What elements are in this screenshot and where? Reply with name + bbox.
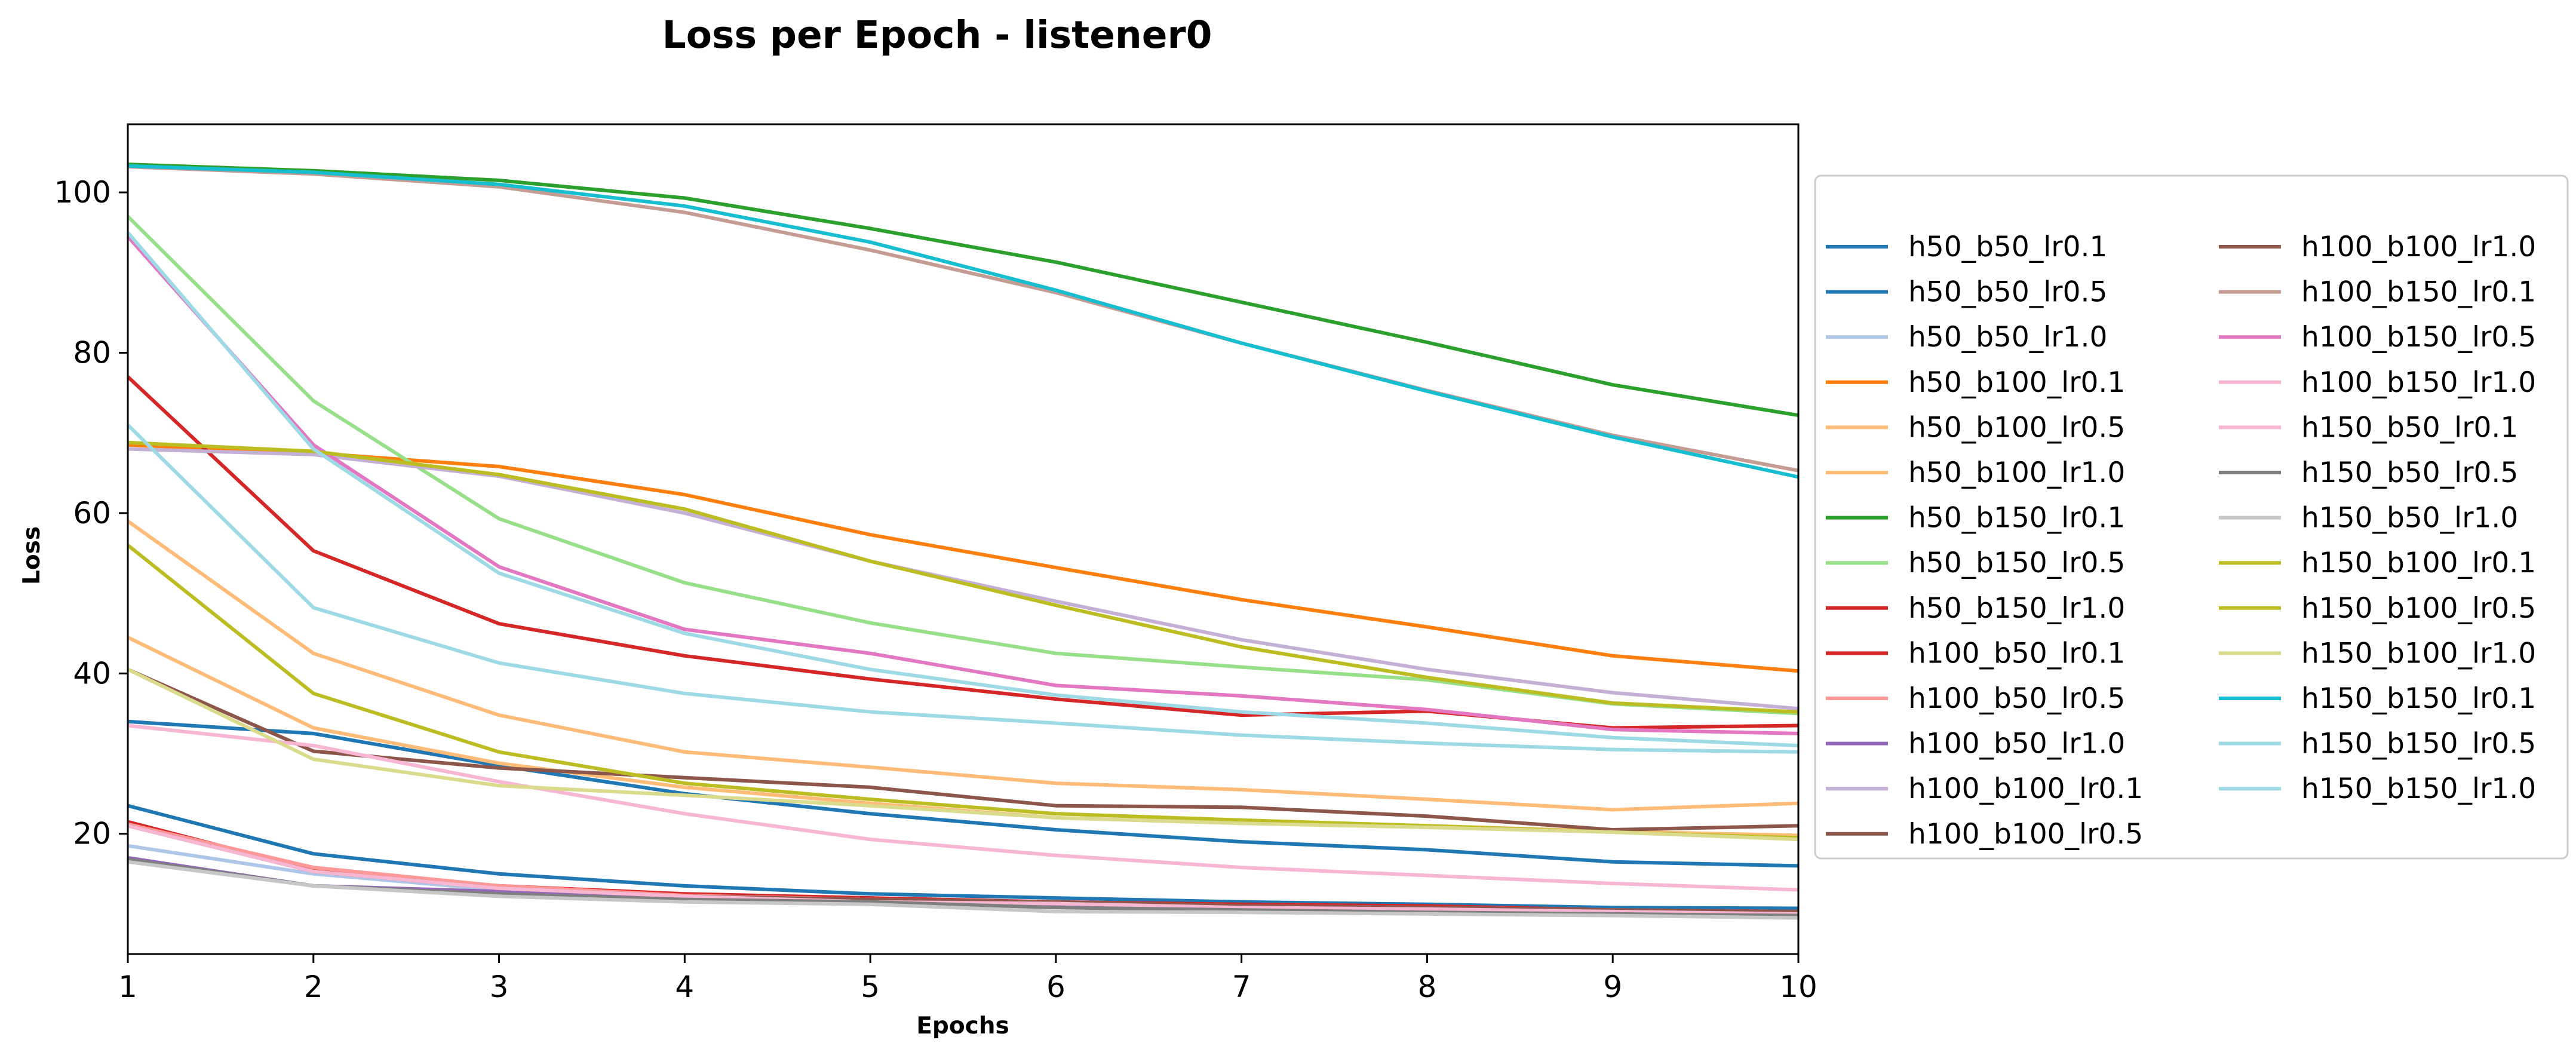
legend-item-label: h150_b100_lr1.0 [2301, 637, 2536, 670]
series-line-h150_b100_lr0.1 [127, 440, 1799, 714]
legend-item-label: h150_b50_lr0.5 [2301, 456, 2518, 489]
series-line-h100_b150_lr1.0 [127, 824, 1799, 916]
x-tick-label: 2 [304, 970, 323, 1004]
series-line-h150_b150_lr0.5 [126, 424, 1799, 754]
x-axis-label: Epochs [916, 1013, 1009, 1039]
series-line-h150_b150_lr1.0 [126, 231, 1799, 748]
series-line-h50_b150_lr1.0 [127, 820, 1799, 913]
legend-item-label: h150_b50_lr1.0 [2301, 502, 2518, 535]
legend-item-label: h150_b100_lr0.1 [2301, 547, 2536, 579]
y-tick-label: 60 [73, 496, 111, 530]
chart-title: Loss per Epoch - listener0 [662, 13, 1212, 57]
x-tick-label: 1 [118, 970, 137, 1004]
y-axis: 20 40 60 80 100 [54, 175, 128, 851]
series-line-h150_b100_lr1.0 [127, 667, 1799, 842]
x-tick-label: 3 [490, 970, 509, 1004]
legend-item-label: h50_b50_lr0.5 [1908, 276, 2107, 309]
series-line-h150_b100_lr0.5 [127, 544, 1799, 840]
series-line-h50_b50_lr0.1 [127, 719, 1799, 868]
series-line-h150_b50_lr1.0 [127, 860, 1799, 920]
legend-item-label: h100_b50_lr1.0 [1908, 728, 2125, 760]
x-tick-label: 10 [1779, 970, 1817, 1004]
legend-item-label: h150_b150_lr1.0 [2301, 772, 2536, 805]
legend-item-label: h50_b50_lr0.1 [1908, 231, 2107, 263]
series-line-h50_b150_lr0.1 [127, 162, 1799, 418]
legend-item-label: h50_b100_lr0.5 [1908, 411, 2125, 444]
legend-item-label: h100_b50_lr0.1 [1908, 637, 2125, 670]
legend-item-label: h100_b100_lr1.0 [2301, 231, 2536, 263]
x-tick-label: 7 [1232, 970, 1251, 1004]
legend-item-label: h50_b100_lr1.0 [1908, 456, 2125, 489]
legend-item-label: h100_b50_lr0.5 [1908, 682, 2125, 715]
legend-item-label: h100_b150_lr0.5 [2301, 321, 2536, 354]
x-tick-label: 6 [1046, 970, 1066, 1004]
legend-item-label: h100_b150_lr0.1 [2301, 276, 2536, 309]
x-tick-label: 5 [861, 970, 880, 1004]
legend-item-label: h150_b150_lr0.5 [2301, 728, 2536, 760]
legend-item-label: h50_b150_lr0.5 [1908, 547, 2125, 579]
legend: h50_b50_lr0.1h50_b50_lr0.5h50_b50_lr1.0h… [1814, 174, 2569, 860]
series-line-h100_b100_lr0.1 [127, 447, 1799, 711]
series-line-h100_b100_lr0.5 [127, 667, 1799, 832]
series-line-h100_b150_lr0.1 [127, 165, 1799, 473]
x-tick-label: 9 [1603, 970, 1622, 1004]
x-tick-label: 4 [675, 970, 694, 1004]
series-line-h50_b100_lr0.5 [127, 519, 1799, 812]
plot-area [126, 162, 1799, 920]
series-line-h100_b150_lr0.5 [126, 235, 1799, 735]
legend-item-label: h150_b150_lr0.1 [2301, 682, 2536, 715]
y-tick-label: 40 [73, 656, 111, 691]
series-line-h150_b150_lr0.1 [127, 164, 1799, 479]
legend-item-label: h100_b150_lr1.0 [2301, 366, 2536, 399]
series-line-h150_b50_lr0.1 [127, 723, 1799, 892]
y-tick-label: 100 [54, 175, 111, 210]
legend-item-label: h150_b100_lr0.5 [2301, 592, 2536, 625]
series-line-h50_b150_lr0.5 [126, 215, 1799, 716]
plot-frame [127, 123, 1800, 955]
legend-item-label: h50_b150_lr1.0 [1908, 592, 2125, 625]
legend-frame [1814, 174, 2569, 860]
legend-item-label: h100_b100_lr0.5 [1908, 818, 2143, 851]
series-line-h50_b50_lr0.5 [127, 803, 1799, 910]
y-tick-label: 80 [73, 335, 111, 370]
legend-item-label: h150_b50_lr0.1 [2301, 411, 2518, 444]
legend-item-label: h50_b150_lr0.1 [1908, 502, 2125, 535]
x-axis: 1 2 3 4 5 6 7 8 9 10 [118, 954, 1817, 1004]
legend-item-label: h100_b100_lr0.1 [1908, 772, 2143, 805]
legend-item-label: h50_b50_lr1.0 [1908, 321, 2107, 354]
x-tick-label: 8 [1418, 970, 1437, 1004]
legend-item-label: h50_b100_lr0.1 [1908, 366, 2125, 399]
y-tick-label: 20 [73, 817, 111, 851]
y-axis-label: Loss [19, 526, 45, 585]
